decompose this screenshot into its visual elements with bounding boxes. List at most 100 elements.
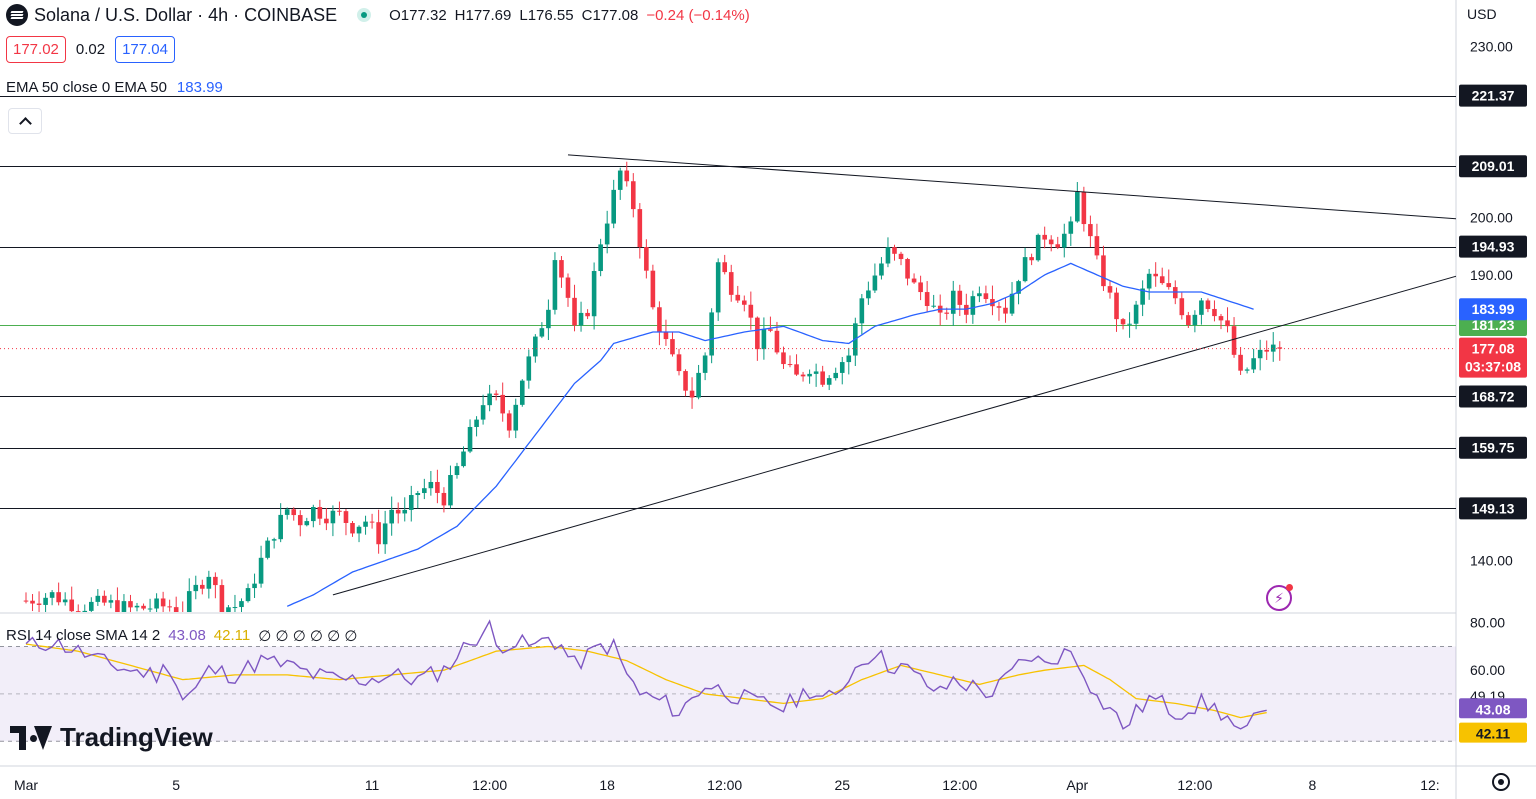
candle [1179,292,1185,320]
candle-body [722,262,728,273]
candle-body [1257,349,1263,359]
candle-body [572,297,577,326]
level-label-1: 209.01 [1459,155,1527,178]
candle-body [892,247,897,254]
level-label-5-bg [1459,436,1527,459]
candle-body [82,610,88,612]
candle-body [1094,236,1100,256]
candle [519,379,525,407]
candle [200,579,205,595]
candle-body [533,336,538,357]
buy-price-button[interactable]: 177.04 [115,36,175,63]
candle [683,369,688,397]
candle-body [461,451,466,467]
candle-body [1081,192,1087,225]
candle-body [428,481,434,489]
candle-body [62,599,68,603]
last-price-label-text: 177.08 [1472,341,1515,357]
candle [644,239,649,279]
candle [1035,233,1041,262]
level-label-5: 159.75 [1459,436,1527,459]
candle-body [376,522,381,545]
sell-price-button[interactable]: 177.02 [6,36,66,63]
symbol-title[interactable]: Solana / U.S. Dollar · 4h · COINBASE [34,4,338,25]
candle-body [75,611,81,612]
rsi-sma-value-label: 42.11 [1459,722,1527,743]
candle-body [389,509,394,524]
candle [154,593,159,612]
candle [219,579,225,612]
lightning-icon[interactable]: ⚡ [1266,584,1293,611]
candle-body [983,293,989,300]
candle-body [990,299,995,307]
candle [356,525,362,543]
candle [317,499,323,526]
candle [1114,287,1119,332]
candle [1107,280,1113,299]
candle-body [271,539,277,541]
candle [859,294,865,335]
candle [1270,332,1276,362]
candle-body [526,356,532,381]
candle-body [826,378,832,385]
candle [1133,300,1139,330]
candle [591,262,597,330]
candle-body [291,509,297,516]
candle-body [924,292,930,306]
candle [1192,310,1198,333]
currency-selector[interactable]: USD [1467,6,1497,22]
change-value: −0.24 (−0.14%) [646,6,750,24]
candle [1238,347,1243,375]
candle-body [839,362,845,373]
candle-body [1029,257,1034,261]
candle [441,487,447,513]
candle-body [1225,320,1230,327]
candle [297,510,303,537]
candle [918,275,923,301]
candle-body [89,601,94,611]
candle [49,590,55,606]
candle [905,257,910,286]
candle-body [1146,273,1152,289]
candle-body [617,170,623,190]
candle-body [1264,349,1269,352]
candle [853,317,858,366]
ema-price-label-text: 183.99 [1472,301,1515,317]
candle-body [1153,273,1158,277]
candle [324,508,329,531]
candle [826,375,832,391]
candle-body [898,253,904,260]
settings-icon[interactable] [1492,773,1510,791]
rsi-legend[interactable]: RSI 14 close SMA 14 2 43.08 42.11 ∅ ∅ ∅ … [6,627,357,645]
time-tick-label: 11 [365,777,380,793]
candle [186,578,192,612]
trendline-upper [567,154,1456,220]
ema-legend[interactable]: EMA 50 close 0 EMA 50 183.99 [6,79,223,96]
candle [879,257,884,280]
candle [363,515,368,535]
candle-body [1199,300,1204,315]
rsi-value-label: 43.08 [1459,698,1527,719]
candle-body [604,223,610,245]
candle [1048,235,1054,252]
candle-body [121,601,127,612]
spread-value: 0.02 [75,41,106,58]
collapse-legend-button[interactable] [8,108,42,134]
candle-body [1016,281,1021,294]
candle [182,601,184,612]
candle [807,369,812,384]
candle [924,281,930,313]
candle [408,485,414,522]
time-tick-label: 12:00 [472,777,507,793]
candle-body [1120,319,1126,325]
candle-body [565,277,571,298]
candle [585,309,590,320]
candle-body [879,263,884,276]
level-label-4: 168.72 [1459,385,1527,408]
tradingview-logo[interactable]: TradingView [10,722,213,753]
candle-body [186,591,192,612]
candle [461,446,466,468]
candle-body [1133,304,1139,324]
candle [1022,247,1028,283]
